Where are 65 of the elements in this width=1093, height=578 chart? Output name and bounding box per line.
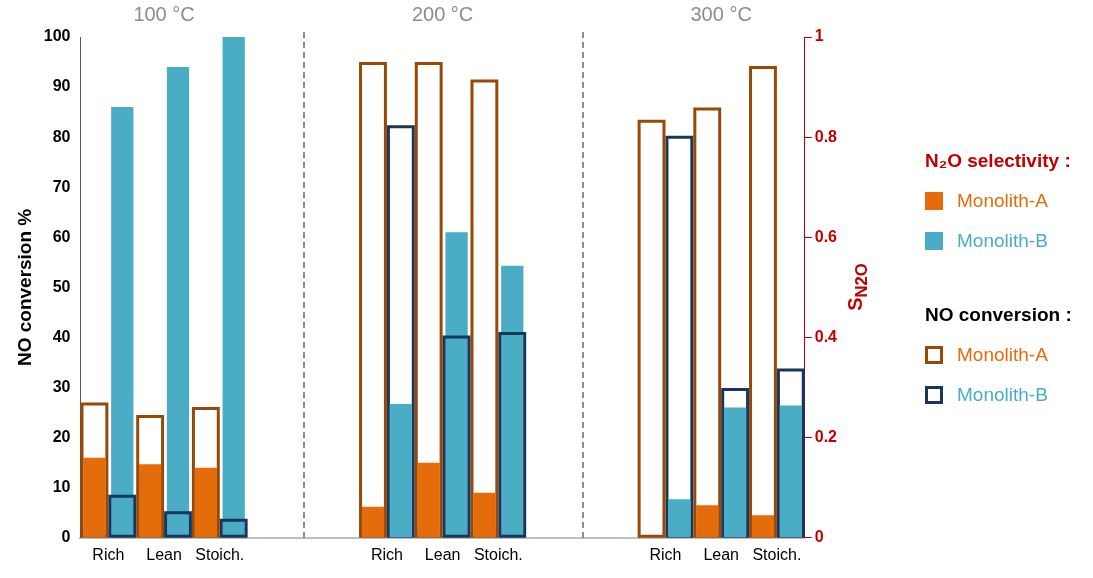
- legend-label: Monolith-A: [957, 190, 1048, 212]
- y-tick-label: 90: [52, 77, 71, 95]
- y-tick-label: 100: [43, 27, 71, 45]
- bar: [637, 119, 666, 538]
- bar: [776, 368, 805, 538]
- x-tick-label: Stoich.: [473, 545, 523, 563]
- bar: [665, 135, 694, 538]
- x-tick-label: Lean: [703, 545, 739, 563]
- y2-tick-label: 1: [814, 27, 824, 45]
- y-tick-label: 30: [52, 377, 71, 395]
- bar: [136, 415, 165, 538]
- bar: [445, 232, 468, 538]
- bar: [389, 404, 412, 538]
- text: 200 °C: [411, 3, 474, 26]
- legend-title: N₂O selectivity :: [925, 150, 1072, 172]
- bar: [501, 265, 524, 538]
- y-tick-label: 70: [52, 177, 71, 195]
- y-tick-label: 40: [52, 327, 71, 345]
- bar: [693, 107, 722, 538]
- x-tick-label: Rich: [370, 545, 403, 563]
- y-tick-label: 0: [61, 528, 71, 546]
- bar: [723, 407, 747, 538]
- bar: [721, 388, 750, 538]
- y2-tick-label: 0: [814, 528, 824, 546]
- y-tick-label: 60: [52, 227, 71, 245]
- text: NO conversion :: [925, 304, 1072, 326]
- y2-tick-label: 0.6: [814, 227, 838, 245]
- bar: [194, 467, 217, 538]
- legend-label: Monolith-A: [957, 344, 1048, 366]
- x-tick-label: Stoich.: [195, 545, 245, 563]
- bar: [473, 492, 496, 538]
- y-axis-title: NO conversion %: [13, 208, 35, 367]
- x-tick-label: Rich: [92, 545, 125, 563]
- x-tick-label: Stoich.: [752, 545, 802, 563]
- bar: [111, 107, 134, 538]
- bar: [80, 402, 109, 538]
- bar: [749, 66, 777, 538]
- y2-tick-label: 0.4: [814, 327, 838, 345]
- legend-label: Monolith-B: [957, 230, 1048, 252]
- y-tick-label: 80: [52, 127, 71, 145]
- bar: [191, 407, 220, 538]
- y2-tick-label: 0.8: [814, 127, 838, 145]
- x-tick-label: Lean: [424, 545, 461, 563]
- bar: [219, 518, 248, 538]
- bar: [668, 499, 691, 538]
- y-tick-label: 50: [52, 277, 71, 295]
- legend-label: Monolith-B: [957, 384, 1048, 406]
- bar: [751, 515, 775, 538]
- bar: [83, 457, 106, 538]
- bar: [417, 462, 440, 538]
- y-tick-label: 10: [52, 478, 71, 496]
- bar: [361, 506, 385, 538]
- text: 100 °C: [133, 3, 195, 26]
- bar: [359, 62, 387, 538]
- y2-tick-label: 0.2: [814, 428, 838, 446]
- x-tick-label: Rich: [649, 545, 682, 563]
- bar: [779, 405, 802, 538]
- bar: [386, 125, 415, 538]
- text: 300 °C: [690, 3, 752, 26]
- x-tick-label: Lean: [146, 545, 182, 563]
- bar: [696, 505, 719, 538]
- bar: [166, 67, 190, 538]
- bar: [222, 37, 245, 538]
- y-tick-label: 20: [52, 428, 71, 446]
- bar: [138, 464, 162, 538]
